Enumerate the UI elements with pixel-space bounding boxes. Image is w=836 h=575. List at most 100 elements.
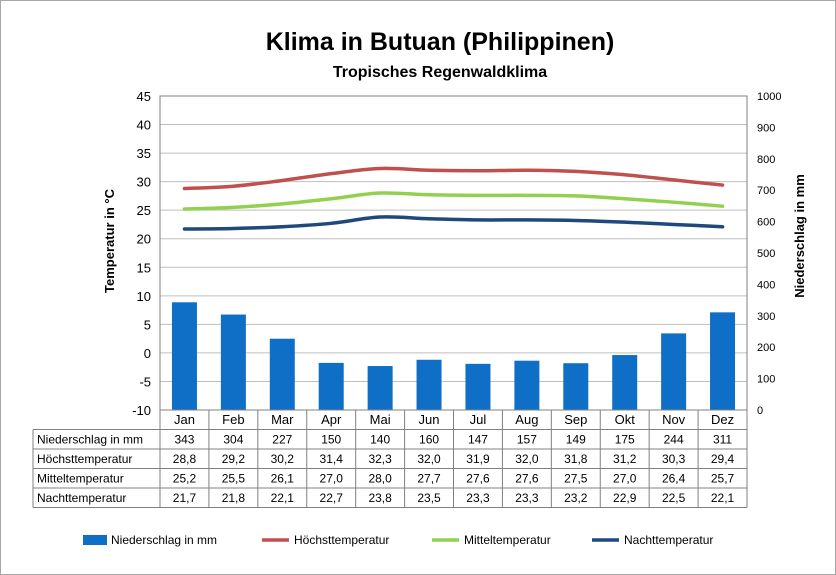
table-row-header: Nachttemperatur — [37, 491, 126, 505]
table-cell: 150 — [321, 433, 341, 447]
y-right-tick-label: 300 — [757, 311, 775, 323]
legend-label: Mitteltemperatur — [464, 533, 551, 547]
table-cell: 23,2 — [564, 491, 588, 505]
table-cell: 26,4 — [662, 472, 686, 486]
x-category-label: Aug — [515, 412, 538, 427]
y-right-tick-label: 800 — [757, 154, 775, 166]
y-axis-right-title: Niederschlag in mm — [792, 174, 807, 298]
x-category-label: Dez — [711, 412, 734, 427]
series-line — [182, 215, 725, 231]
table-cell: 227 — [272, 433, 292, 447]
table-cell: 160 — [419, 433, 439, 447]
precipitation-bar — [514, 360, 540, 410]
table-cell: 31,2 — [613, 452, 637, 466]
table-cell: 149 — [566, 433, 586, 447]
table-cell: 157 — [517, 433, 537, 447]
chart-subtitle: Tropisches Regenwaldklima — [333, 64, 547, 81]
table-cell: 22,5 — [662, 491, 686, 505]
table-cell: 32,0 — [515, 452, 539, 466]
plot-area-border — [159, 95, 748, 411]
y-right-tick-label: 600 — [757, 217, 775, 229]
x-category-label: Sep — [564, 412, 587, 427]
table-cell: 304 — [223, 433, 243, 447]
table-row-header: Mitteltemperatur — [37, 472, 124, 486]
x-category-label: Nov — [662, 412, 686, 427]
table-cell: 27,6 — [466, 472, 490, 486]
table-cell: 29,2 — [222, 452, 246, 466]
y-right-tick-label: 200 — [757, 342, 775, 354]
precipitation-bar — [171, 302, 197, 410]
table-cell: 27,7 — [417, 472, 441, 486]
precipitation-bar — [220, 314, 246, 410]
precipitation-bar — [563, 363, 589, 410]
y-right-tick-label: 1000 — [757, 91, 781, 103]
table-cell: 27,0 — [613, 472, 637, 486]
table-cell: 22,1 — [711, 491, 735, 505]
table-cell: 29,4 — [711, 452, 735, 466]
table-cell: 28,8 — [173, 452, 197, 466]
table-cell: 32,0 — [417, 452, 441, 466]
x-category-label: Apr — [321, 412, 342, 427]
y-left-tick-label: 0 — [144, 346, 151, 361]
table-cell: 31,9 — [466, 452, 490, 466]
table-cell: 27,5 — [564, 472, 588, 486]
table-cell: 25,5 — [222, 472, 246, 486]
precipitation-bar — [710, 312, 736, 410]
x-category-label: Jun — [419, 412, 440, 427]
table-row-header: Niederschlag in mm — [37, 433, 143, 447]
table-cell: 30,3 — [662, 452, 686, 466]
table-cell: 32,3 — [368, 452, 392, 466]
precipitation-bar — [416, 359, 442, 410]
table-cell: 311 — [713, 433, 732, 447]
table-cell: 140 — [370, 433, 390, 447]
series-line — [182, 191, 725, 211]
y-left-tick-label: 15 — [137, 260, 151, 275]
y-left-tick-label: -5 — [139, 374, 151, 389]
precipitation-bar — [661, 333, 687, 410]
legend-label: Nachttemperatur — [624, 533, 713, 547]
y-right-tick-label: 400 — [757, 279, 775, 291]
table-cell: 31,8 — [564, 452, 588, 466]
legend-label: Höchsttemperatur — [294, 533, 389, 547]
precipitation-bar — [367, 366, 393, 410]
table-cell: 26,1 — [271, 472, 295, 486]
table-cell: 27,6 — [515, 472, 539, 486]
precipitation-bar — [612, 355, 638, 410]
table-cell: 28,0 — [368, 472, 392, 486]
table-cell: 25,2 — [173, 472, 197, 486]
x-category-label: Jan — [174, 412, 195, 427]
y-left-tick-label: 35 — [137, 146, 151, 161]
y-axis-left-title: Temperatur in °C — [102, 188, 117, 293]
table-row-header: Höchsttemperatur — [37, 452, 132, 466]
legend-swatch-bar — [83, 535, 107, 545]
table-cell: 244 — [664, 433, 684, 447]
y-left-tick-label: 5 — [144, 317, 151, 332]
y-left-tick-label: 25 — [137, 203, 151, 218]
y-right-tick-label: 100 — [757, 374, 775, 386]
table-cell: 23,3 — [466, 491, 490, 505]
table-cell: 22,9 — [613, 491, 637, 505]
x-category-label: Mai — [370, 412, 391, 427]
y-right-tick-label: 0 — [757, 405, 763, 417]
table-cell: 27,0 — [320, 472, 344, 486]
y-left-tick-label: 20 — [137, 232, 151, 247]
table-cell: 343 — [174, 433, 194, 447]
y-left-tick-label: 45 — [137, 89, 151, 104]
x-category-label: Jul — [470, 412, 487, 427]
series-line — [182, 166, 725, 191]
table-cell: 21,7 — [173, 491, 197, 505]
table-cell: 175 — [615, 433, 635, 447]
y-left-tick-label: 30 — [137, 175, 151, 190]
x-category-label: Okt — [615, 412, 636, 427]
table-cell: 31,4 — [320, 452, 344, 466]
y-left-tick-label: 40 — [137, 118, 151, 133]
x-category-label: Feb — [222, 412, 244, 427]
table-cell: 25,7 — [711, 472, 735, 486]
x-category-label: Mar — [271, 412, 294, 427]
table-cell: 147 — [468, 433, 488, 447]
y-left-tick-label: 10 — [137, 289, 151, 304]
y-right-tick-label: 700 — [757, 185, 775, 197]
table-cell: 22,7 — [320, 491, 344, 505]
precipitation-bar — [269, 338, 295, 410]
